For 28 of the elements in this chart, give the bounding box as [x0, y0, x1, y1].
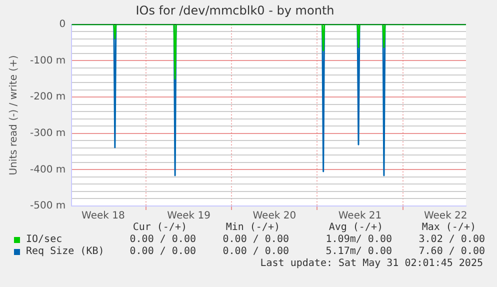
text: Cur (-/+): [132, 222, 187, 234]
text: 1.09m/ 0.00: [326, 234, 392, 246]
x-tick-label: Week 22: [424, 210, 468, 222]
text: Min (-/+): [226, 222, 280, 234]
legend-label: Req Size (KB): [26, 246, 104, 258]
y-tick-label: -100 m: [30, 55, 66, 66]
y-tick-label: -500 m: [30, 200, 66, 212]
text: 3.02 / 0.00: [418, 234, 485, 246]
y-tick-label: -400 m: [30, 164, 66, 176]
text: 5.17m/ 0.00: [326, 246, 392, 258]
text: Last update: Sat May 31 02:01:45 2025: [260, 258, 483, 270]
text: Avg (-/+): [328, 222, 383, 234]
legend-label: IO/sec: [26, 234, 62, 246]
text: Max (-/+): [422, 222, 476, 234]
y-axis-title: Units read (-) / write (+): [8, 55, 20, 176]
y-tick-label: 0: [59, 18, 66, 30]
y-tick-label: -200 m: [30, 92, 66, 103]
x-tick-label: Week 18: [82, 210, 125, 222]
text: 0.00 / 0.00: [130, 246, 196, 258]
x-tick-label: Week 19: [167, 210, 210, 222]
text: 7.60 / 0.00: [418, 246, 485, 258]
text: 0.00 / 0.00: [130, 234, 196, 246]
x-tick-label: Week 20: [252, 210, 296, 222]
text: 0.00 / 0.00: [222, 246, 289, 258]
x-tick-label: Week 21: [338, 210, 382, 222]
chart-title: IOs for /dev/mmcblk0 - by month: [136, 3, 334, 18]
text: 0.00 / 0.00: [222, 234, 289, 246]
y-tick-label: -300 m: [30, 128, 66, 139]
